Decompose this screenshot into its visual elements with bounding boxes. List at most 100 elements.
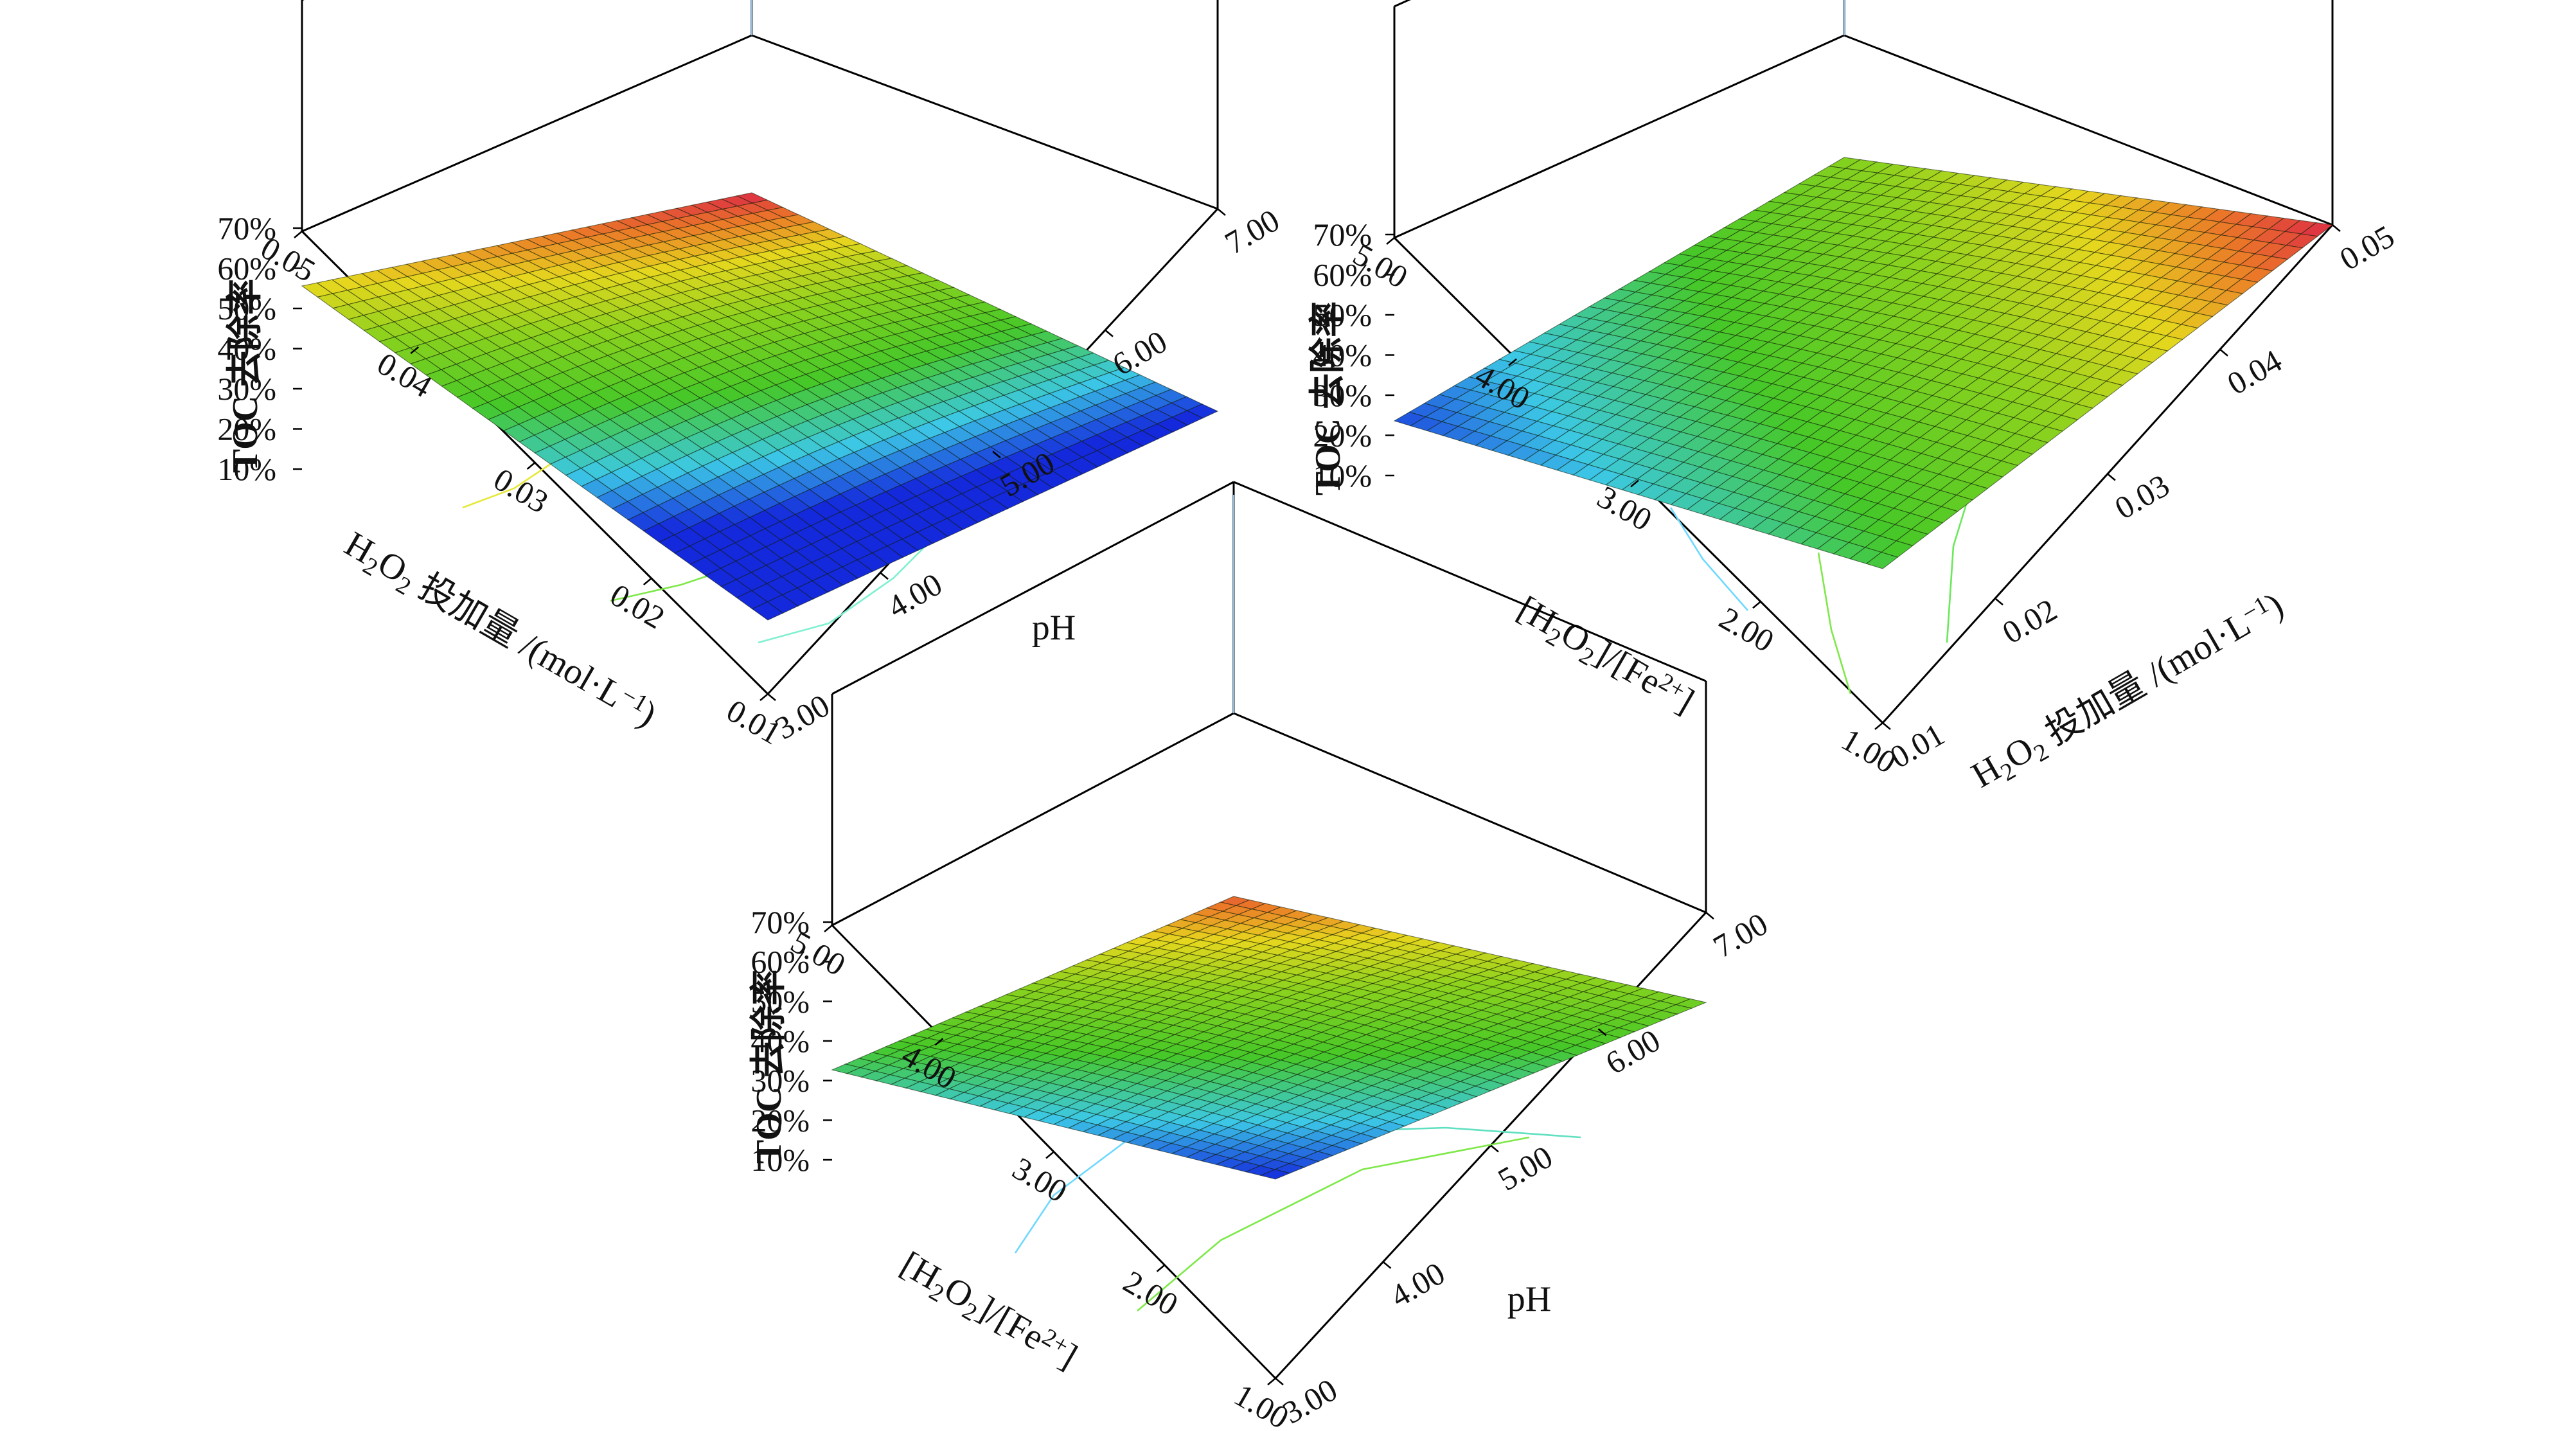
y-tick-label: 3.00 (1277, 1371, 1344, 1430)
x-axis-title: H2O2 投加量 /(mol·L−1) (336, 524, 663, 739)
x-tick-mark (934, 1038, 944, 1046)
y-tick-label: 3.00 (769, 687, 836, 746)
y-tick-mark (1705, 912, 1714, 920)
y-tick-label: 0.05 (2334, 218, 2401, 277)
z-tick-label: 50% (1313, 297, 1372, 333)
z-tick-label: 50% (751, 983, 810, 1019)
top-left-edge (1394, 0, 1411, 8)
z-axis-title: TOC 去除率 (749, 970, 789, 1164)
y-tick-label: 0.02 (1996, 591, 2063, 650)
x-tick-mark (1874, 722, 1883, 730)
x-tick-mark (1045, 1151, 1054, 1159)
y-tick-label: 4.00 (882, 565, 948, 625)
y-axis-title-part: 投加量 /(mol·L (2031, 604, 2257, 758)
x-axis-title: [H2O2]/[Fe2+] (892, 1244, 1084, 1380)
surface-cell (1865, 551, 1899, 569)
surface-plot-2: 10%20%30%40%50%60%70%5.004.003.002.001.0… (1308, 0, 2401, 795)
contour-line (1817, 552, 1852, 695)
y-tick-mark (1275, 1378, 1284, 1385)
top-right-edge (1233, 481, 1707, 682)
y-tick-label: 7.00 (1707, 905, 1774, 964)
y-tick-label: 5.00 (1492, 1139, 1559, 1198)
x-tick-label: 3.00 (1007, 1150, 1074, 1209)
z-tick-label: 20% (751, 1102, 810, 1138)
contour-line (1669, 507, 1748, 611)
x-tick-label: 2.00 (1117, 1263, 1184, 1322)
z-tick-label: 30% (1313, 377, 1372, 413)
y-tick-mark (1994, 598, 2003, 606)
floor-back-left-edge (1394, 34, 1845, 239)
top-left-edge (831, 481, 1234, 695)
x-tick-label: 0.02 (604, 576, 671, 636)
y-tick-label: 4.00 (1384, 1255, 1451, 1314)
y-tick-label: 0.01 (1884, 716, 1951, 775)
x-tick-mark (526, 462, 536, 470)
y-tick-mark (1882, 722, 1891, 730)
z-axis-title: TOC 去除率 (1308, 301, 1348, 495)
x-tick-mark (643, 578, 652, 585)
z-tick-label: 10% (217, 451, 276, 487)
x-tick-mark (1386, 237, 1395, 245)
x-tick-mark (1752, 601, 1761, 609)
contour-line (1014, 1136, 1132, 1254)
x-tick-mark (1156, 1264, 1166, 1272)
floor-back-right-edge (751, 34, 1218, 210)
surface-cell (1259, 1169, 1292, 1180)
y-tick-label: 0.03 (2109, 467, 2176, 526)
z-tick-label: 20% (217, 411, 276, 447)
z-tick-label: 30% (751, 1063, 810, 1099)
x-tick-mark (1267, 1378, 1276, 1385)
z-tick-label: 70% (1313, 217, 1372, 253)
z-tick-label: 70% (751, 904, 810, 940)
y-tick-mark (2219, 348, 2228, 357)
floor-back-right-edge (1843, 34, 2333, 226)
z-tick-label: 40% (1313, 337, 1372, 373)
y-axis-title: pH (1507, 1279, 1551, 1319)
surface-plot-1: 10%20%30%40%50%60%70%0.050.040.030.020.0… (217, 0, 1285, 751)
y-tick-mark (1597, 1028, 1607, 1036)
y-tick-mark (880, 572, 889, 580)
y-tick-mark (2332, 224, 2341, 232)
z-tick-label: 50% (217, 290, 276, 326)
z-tick-label: 20% (1313, 418, 1372, 454)
z-tick-label: 60% (751, 944, 810, 980)
y-tick-label: 7.00 (1219, 202, 1286, 261)
z-tick-label: 60% (217, 251, 276, 287)
z-axis-title: TOC 去除率 (226, 279, 265, 473)
floor-back-left-edge (831, 712, 1234, 927)
floor-back-right-edge (1233, 712, 1707, 914)
x-tick-mark (759, 693, 768, 701)
z-axis: 10% 20% 30% 40% 50% 60% 70% (1313, 217, 1394, 493)
y-tick-mark (2107, 473, 2116, 481)
y-tick-mark (1217, 208, 1226, 216)
surface-mesh (831, 896, 1707, 1180)
x-tick-mark (824, 925, 833, 932)
x-tick-mark (1630, 479, 1639, 488)
z-tick-label: 10% (751, 1142, 810, 1178)
x-tick-label: 0.03 (488, 461, 555, 520)
z-tick-label: 10% (1313, 458, 1372, 493)
x-tick-mark (1508, 358, 1517, 366)
y-tick-mark (992, 450, 1001, 459)
y-tick-label: 0.04 (2221, 342, 2288, 402)
y-tick-mark (1490, 1144, 1499, 1153)
surface-cell (751, 601, 784, 621)
x-tick-mark (410, 346, 420, 354)
y-axis-title: pH (1032, 608, 1076, 648)
z-tick-label: 30% (217, 371, 276, 407)
contour-line (462, 461, 553, 509)
z-axis: 10% 20%30% 40% 50%60% 70% (751, 904, 832, 1178)
y-tick-mark (1105, 329, 1114, 337)
z-axis: 10%20%30%40%50%60%70% (217, 210, 302, 487)
z-tick-label: 70% (217, 210, 276, 246)
surface-plot-3: 10%20%30%40%50%60%70%5.004.003.002.001.0… (749, 481, 1774, 1431)
z-tick-label: 60% (1313, 257, 1372, 293)
surface-mesh (1393, 157, 2334, 569)
x-tick-label: 2.00 (1714, 600, 1781, 659)
x-tick-mark (294, 231, 303, 238)
y-tick-mark (1382, 1261, 1392, 1269)
z-tick-label: 40% (751, 1023, 810, 1059)
x-axis-title-part: 投加量 /(mol·L (404, 562, 630, 716)
contour-line (1137, 1136, 1530, 1311)
